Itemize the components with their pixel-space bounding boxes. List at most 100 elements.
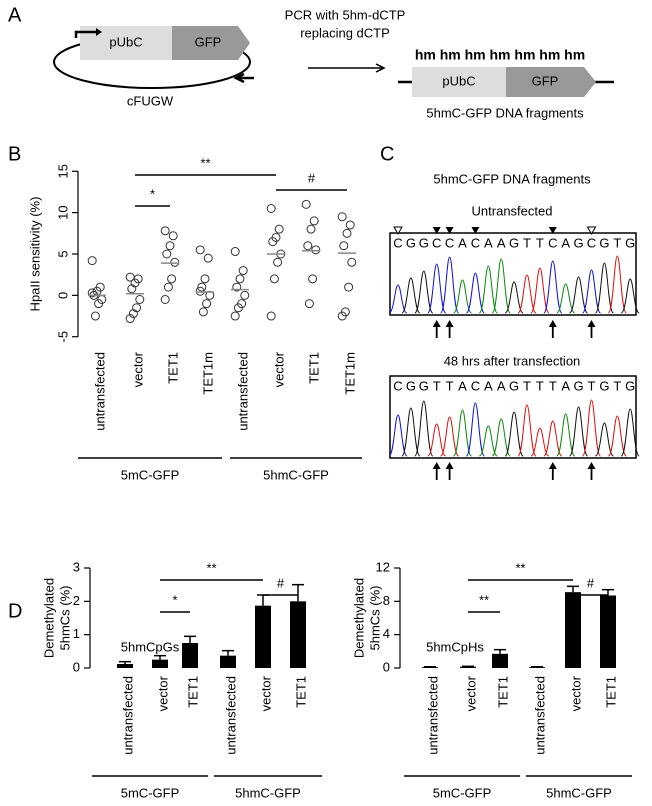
y-tick-label: 0 [383, 659, 390, 674]
data-point [165, 241, 175, 251]
gfp-box [172, 26, 250, 60]
base-letter: T [536, 378, 544, 393]
data-point [195, 245, 205, 255]
site-arrow [445, 320, 454, 327]
data-point [230, 247, 240, 257]
trace-peak [556, 413, 576, 457]
base-letter: C [548, 235, 557, 250]
filled-marker [548, 227, 557, 234]
y-tick-label: 4 [383, 626, 390, 641]
base-letter: G [574, 235, 584, 250]
significance-label: ** [200, 155, 210, 170]
data-point [202, 299, 212, 309]
panel-label: B [8, 143, 21, 165]
x-tick-label: vector [271, 351, 286, 387]
base-letter: T [536, 235, 544, 250]
base-letter: A [458, 235, 467, 250]
trace-peak [530, 427, 550, 457]
trace-peak [440, 256, 460, 314]
trace-peak [620, 408, 640, 457]
trace-peak [388, 284, 408, 314]
x-tick-label: TET1 [165, 352, 180, 384]
trace-peak [582, 399, 601, 457]
data-point [203, 253, 213, 263]
y-tick-label: 3 [73, 559, 80, 574]
trace-peak [504, 411, 524, 457]
data-point [273, 257, 283, 267]
data-point [339, 241, 349, 251]
box-label: pUbC [109, 34, 142, 49]
trace-title: Untransfected [472, 203, 553, 218]
trace-peak [543, 260, 563, 314]
base-letter: G [625, 378, 635, 393]
x-tick-label: TET1m [342, 352, 357, 395]
base-letter: T [613, 235, 621, 250]
primer-arrow [74, 30, 100, 38]
x-tick-label: TET1 [185, 676, 200, 708]
data-point [170, 257, 180, 267]
site-arrow [432, 462, 441, 469]
x-tick-label: untransfected [425, 676, 440, 755]
site-arrow [432, 320, 441, 327]
trace-peak [478, 425, 498, 457]
base-letter: A [561, 378, 570, 393]
bar [529, 667, 545, 668]
data-point [125, 314, 135, 324]
y-axis-label: HpaII sensitivity (%) [27, 197, 42, 312]
y-tick-label: 0 [55, 292, 70, 299]
data-point [306, 224, 316, 234]
group-label: 5mC-GFP [121, 785, 180, 800]
data-point [200, 274, 210, 284]
bar [600, 595, 616, 668]
y-axis-label: Demethylated [351, 578, 366, 658]
trace-peak [414, 400, 434, 457]
x-tick-label: vector [568, 675, 583, 711]
panel-label: A [8, 4, 22, 26]
base-letter: G [625, 235, 635, 250]
base-letter: G [406, 378, 416, 393]
fragment-name: 5hmC-GFP DNA fragments [426, 105, 584, 120]
base-letter: G [509, 235, 519, 250]
group-label: 5mC-GFP [121, 467, 180, 482]
data-point [94, 299, 104, 309]
base-letter: G [599, 235, 609, 250]
base-letter: C [445, 235, 454, 250]
trace-peak [594, 422, 614, 457]
data-point [266, 204, 276, 213]
base-letter: C [393, 235, 402, 250]
y-tick-label: 15 [55, 164, 70, 178]
significance-label: # [308, 170, 316, 185]
group-label: 5hmC-GFP [546, 785, 612, 800]
data-point [87, 288, 97, 298]
y-tick-label: 1 [73, 626, 80, 641]
trace-peak [478, 265, 498, 314]
y-tick-label: 10 [55, 205, 70, 219]
trace-peak [607, 415, 627, 457]
data-point [232, 282, 242, 292]
bar [565, 592, 581, 668]
trace-peak [401, 277, 421, 314]
bar [182, 643, 198, 668]
bar [117, 664, 133, 668]
trace-peak [465, 402, 485, 457]
site-arrow [548, 462, 557, 469]
x-tick-label: TET1 [293, 676, 308, 708]
trace-peak [556, 283, 575, 314]
trace-peak [401, 407, 421, 457]
trace-peak [427, 423, 447, 457]
base-letter: G [509, 378, 519, 393]
base-letter: A [497, 235, 506, 250]
site-arrow [587, 462, 596, 469]
significance-label: # [587, 575, 595, 590]
data-point [337, 311, 347, 321]
data-point [167, 274, 177, 284]
gfp-box [506, 67, 596, 97]
data-point [135, 295, 145, 304]
trace-peak [453, 279, 472, 314]
data-point [344, 282, 354, 292]
trace-frame [389, 232, 637, 316]
x-tick-label: untransfected [532, 676, 547, 755]
trace-peak [530, 267, 550, 314]
x-tick-label: untransfected [92, 352, 107, 431]
